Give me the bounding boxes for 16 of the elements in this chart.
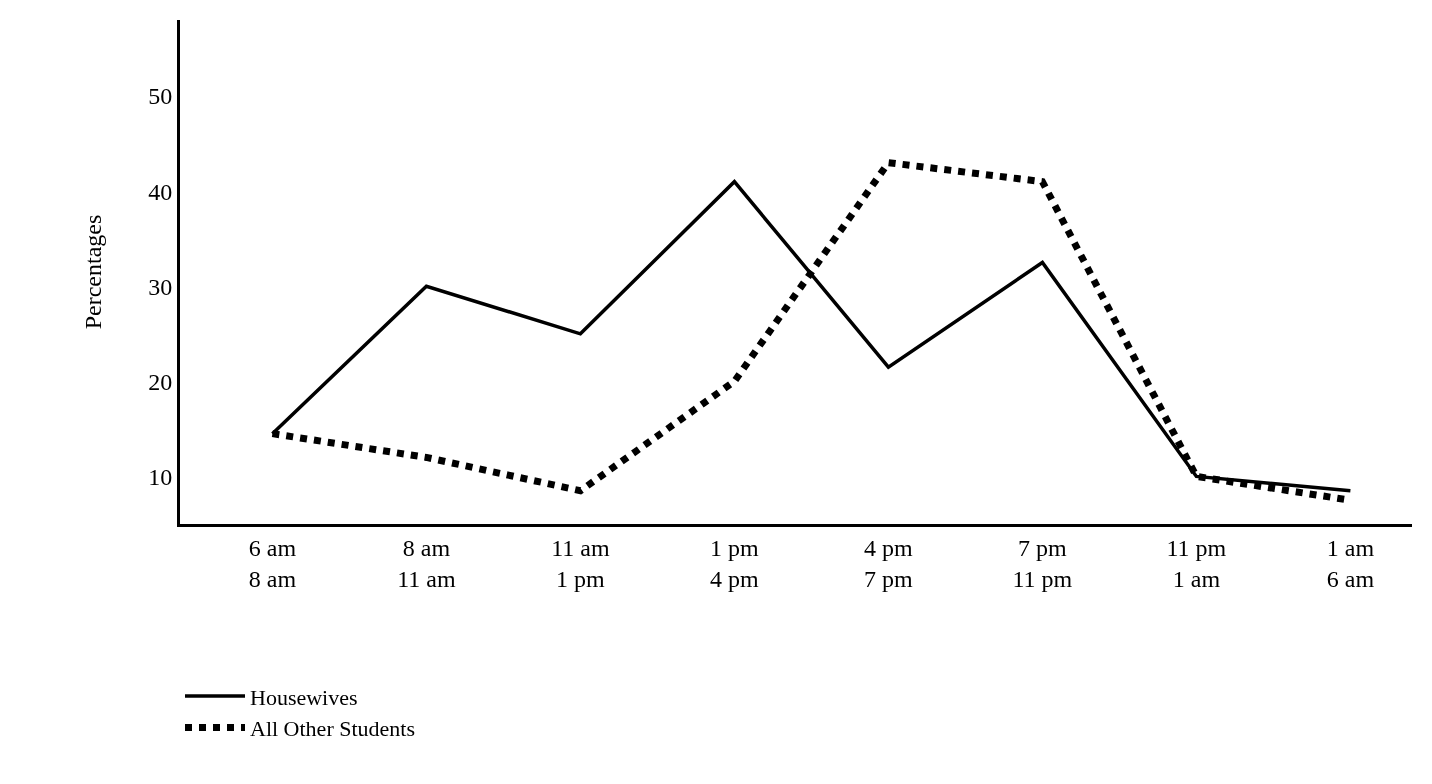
legend-label: Housewives — [250, 684, 358, 710]
legend-label: All Other Students — [250, 716, 415, 742]
y-tick-label: 40 — [148, 178, 173, 205]
y-tick-label: 10 — [148, 463, 173, 490]
x-tick-label: 8 am 11 am — [397, 534, 456, 592]
x-tick-label: 1 pm 4 pm — [710, 534, 760, 592]
x-tick-label: 1 am 6 am — [1326, 534, 1375, 592]
x-tick-label: 11 am 1 pm — [551, 534, 610, 592]
x-tick-label: 11 pm 1 am — [1166, 534, 1227, 592]
y-tick-label: 50 — [148, 83, 173, 110]
x-tick-label: 4 pm 7 pm — [864, 534, 914, 592]
y-axis-title: Percentages — [80, 214, 107, 330]
y-tick-label: 30 — [148, 273, 173, 300]
y-tick-label: 20 — [148, 368, 173, 395]
x-tick-label: 7 pm 11 pm — [1012, 534, 1073, 592]
x-tick-label: 6 am 8 am — [248, 534, 297, 592]
